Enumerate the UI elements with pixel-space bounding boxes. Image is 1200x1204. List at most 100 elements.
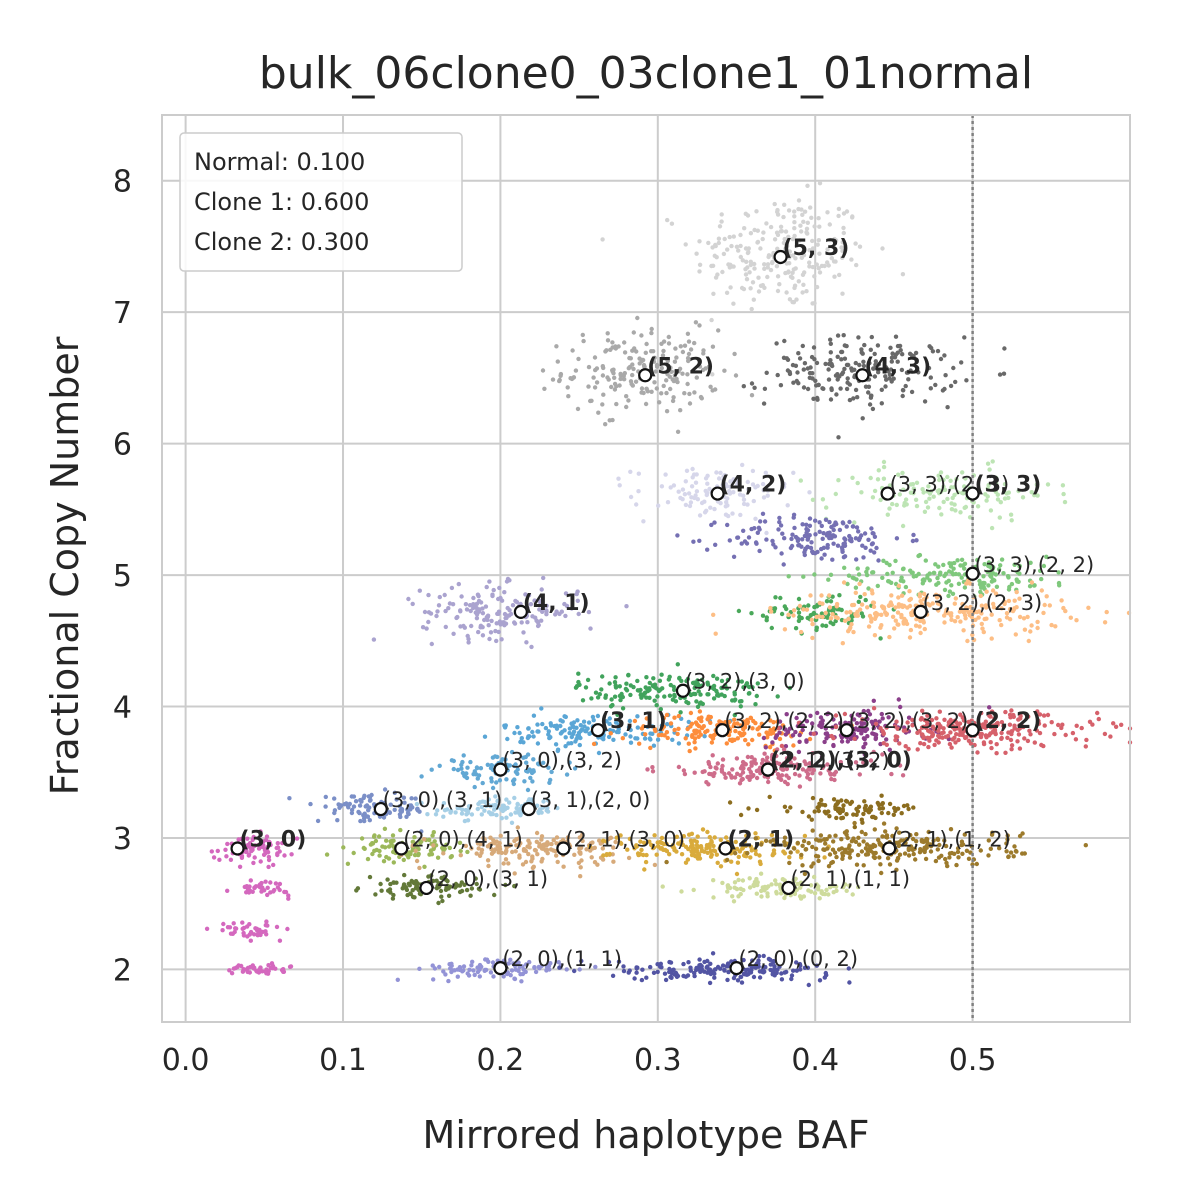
data-point <box>994 481 999 486</box>
data-point <box>688 965 693 970</box>
data-point <box>960 601 965 607</box>
data-point <box>287 964 293 969</box>
data-point <box>719 678 725 684</box>
data-point <box>713 765 718 770</box>
data-point <box>994 742 999 747</box>
data-point <box>479 812 484 817</box>
data-point <box>1049 720 1054 725</box>
data-point <box>1037 730 1043 736</box>
data-point <box>437 763 442 768</box>
data-point <box>822 809 827 814</box>
data-point <box>1041 563 1047 569</box>
data-point <box>942 717 947 722</box>
data-point <box>939 731 945 736</box>
data-point <box>643 732 648 737</box>
data-point <box>806 603 811 608</box>
data-point <box>1056 722 1061 728</box>
data-point <box>682 492 688 497</box>
data-point <box>849 257 854 262</box>
data-point <box>595 862 600 867</box>
data-point <box>705 490 710 495</box>
data-point <box>875 612 880 617</box>
data-point <box>583 685 589 690</box>
data-point <box>635 678 640 684</box>
data-point <box>813 378 818 383</box>
data-point <box>998 500 1003 505</box>
data-point <box>820 765 825 770</box>
data-point <box>869 588 874 593</box>
data-point <box>866 384 872 389</box>
data-point <box>759 721 764 726</box>
data-point <box>729 773 734 779</box>
data-point <box>449 969 454 975</box>
data-point <box>738 232 743 238</box>
data-point <box>706 759 711 765</box>
legend-entry-clone-2: Clone 2: 0.300 <box>194 228 369 256</box>
data-point <box>813 518 818 523</box>
data-point <box>474 612 480 617</box>
data-point <box>628 379 634 384</box>
data-point <box>812 551 818 556</box>
data-point <box>735 860 741 865</box>
data-point <box>716 236 722 241</box>
cluster-label: (2, 1) <box>727 827 794 852</box>
data-point <box>742 761 747 766</box>
data-point <box>734 871 740 877</box>
data-point <box>1102 620 1108 625</box>
data-point <box>628 727 633 733</box>
data-point <box>757 853 762 858</box>
data-point <box>851 717 857 722</box>
data-point <box>431 830 436 835</box>
data-point <box>901 803 907 809</box>
data-point <box>764 221 769 226</box>
data-point <box>874 545 879 551</box>
data-point <box>982 724 987 730</box>
data-point <box>832 771 837 776</box>
data-point <box>720 880 725 886</box>
data-point <box>620 694 625 700</box>
data-point <box>779 551 784 556</box>
data-point <box>714 470 719 475</box>
data-point <box>797 615 802 620</box>
data-point <box>463 602 469 607</box>
data-point <box>600 364 605 369</box>
data-point <box>539 587 544 592</box>
data-point <box>816 838 821 843</box>
data-point <box>531 757 536 762</box>
data-point <box>756 275 761 280</box>
data-point <box>782 236 787 242</box>
data-point <box>600 674 605 679</box>
cluster-label: (3, 3),(2, 2) <box>975 553 1095 577</box>
data-point <box>873 362 878 367</box>
data-point <box>609 697 614 702</box>
cluster-label: (2, 1),(1, 2) <box>891 827 1011 851</box>
data-point <box>805 220 810 225</box>
data-point <box>866 624 872 629</box>
data-point <box>823 841 828 846</box>
data-point <box>703 729 708 735</box>
data-point <box>613 344 618 349</box>
data-point <box>735 478 740 484</box>
data-point <box>723 512 729 517</box>
data-point <box>678 710 683 715</box>
data-point <box>787 855 792 860</box>
data-point <box>752 261 757 267</box>
data-point <box>812 301 817 306</box>
data-point <box>525 620 530 625</box>
data-point <box>741 528 746 533</box>
data-point <box>994 751 999 756</box>
data-point <box>730 511 735 516</box>
data-point <box>999 730 1004 736</box>
data-point <box>865 848 870 853</box>
data-point <box>938 570 943 575</box>
data-point <box>440 898 445 904</box>
data-point <box>351 804 357 809</box>
data-point <box>581 338 586 344</box>
data-point <box>770 259 775 265</box>
data-point <box>500 803 506 808</box>
data-point <box>879 793 884 798</box>
data-point <box>869 526 874 531</box>
data-point <box>610 340 615 345</box>
data-point <box>715 761 720 766</box>
data-point <box>889 771 894 777</box>
